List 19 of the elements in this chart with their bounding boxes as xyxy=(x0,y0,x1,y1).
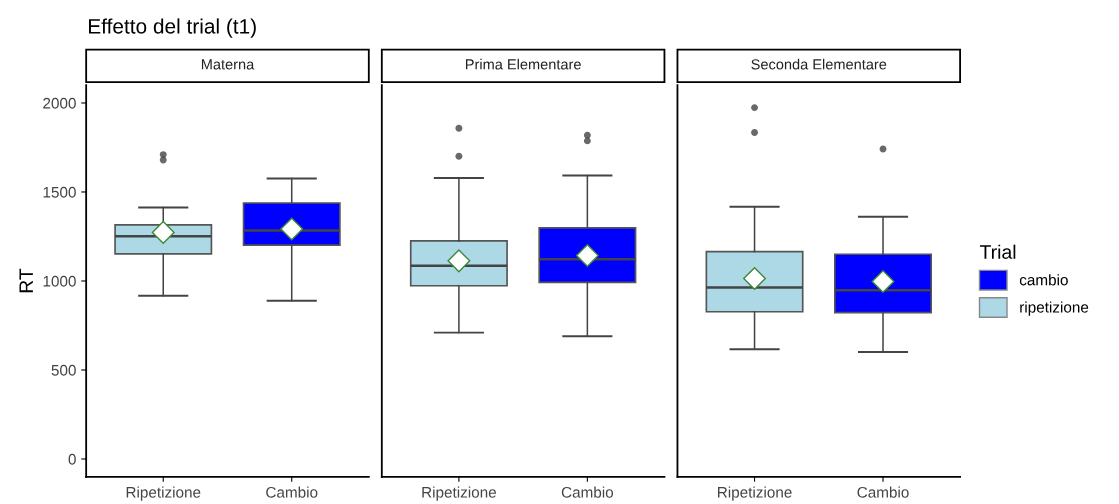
x-tick-label: Ripetizione xyxy=(422,486,497,501)
x-tick-label: Ripetizione xyxy=(718,486,792,501)
y-tick-label: 1000 xyxy=(43,275,76,287)
y-tick-label: 1500 xyxy=(43,186,76,198)
y-axis-title: RT xyxy=(19,268,33,293)
chart-subtitle: Seconda Elementare xyxy=(751,58,887,70)
chart-title: Effetto del trial (t1) xyxy=(88,18,256,38)
x-tick-label: Ripetizione xyxy=(126,486,201,501)
legend-label: ripetizione xyxy=(1020,301,1089,316)
x-tick-label: Cambio xyxy=(266,486,318,498)
legend-label: cambio xyxy=(1019,274,1068,286)
y-tick-label: 500 xyxy=(51,364,76,376)
chart-subtitle: Materna xyxy=(201,59,255,70)
legend-title: Trial xyxy=(979,244,1016,259)
y-tick-label: 0 xyxy=(68,453,76,465)
x-tick-label: Cambio xyxy=(561,486,614,498)
y-tick-label: 2000 xyxy=(43,97,76,109)
x-tick-label: Cambio xyxy=(857,486,909,498)
chart-subtitle: Prima Elementare xyxy=(465,58,581,70)
